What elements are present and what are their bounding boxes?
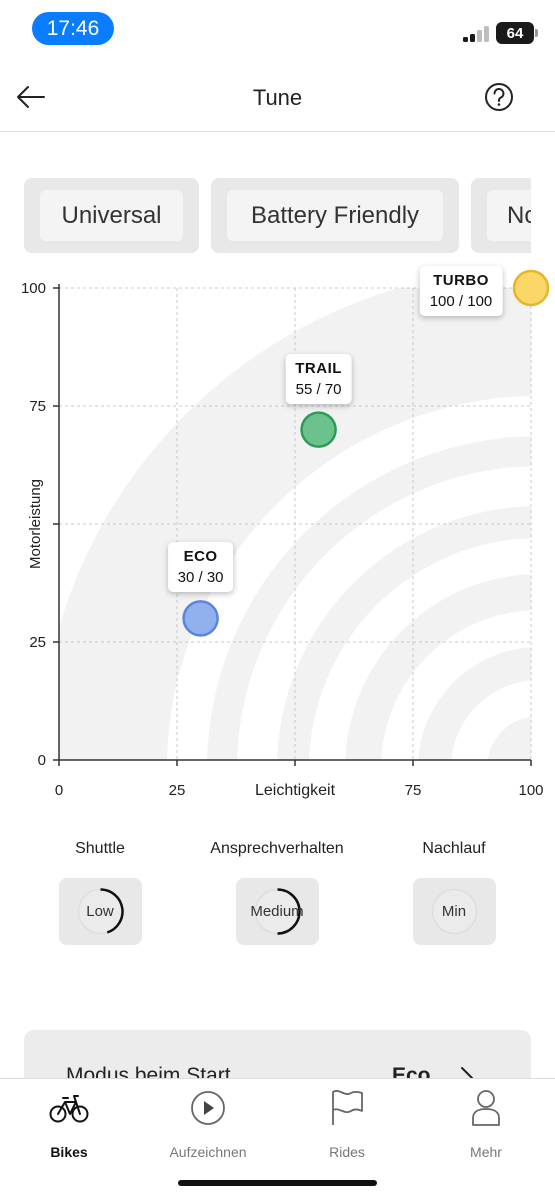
chart-canvas: 00 25 25 75 75 100 100 Leichtigkeit Motorleistun…: [21, 269, 550, 799]
battery-icon: 64: [496, 22, 534, 44]
dial-ring-icon: [77, 888, 124, 935]
dial-value: Low: [86, 903, 114, 920]
flag-icon: [332, 1090, 363, 1125]
tune-chart[interactable]: 0 0 25 25 75 75 100 100 Leichtigkeit Motorleistun…: [0, 260, 555, 810]
preset-universal[interactable]: Universal: [24, 178, 199, 253]
mode-value: 100 / 100: [429, 293, 493, 310]
tab-aufzeichnen[interactable]: Aufzeichnen: [139, 1089, 277, 1160]
tab-bar: Bikes Aufzeichnen Rides Mehr: [0, 1078, 555, 1200]
ansprechverhalten-dial-button[interactable]: Medium: [235, 878, 319, 945]
chart-band: [487, 716, 531, 760]
person-icon: [472, 1090, 500, 1126]
dial-title: Shuttle: [75, 840, 125, 857]
dial-track: [431, 888, 477, 935]
preset-battery-friendly[interactable]: Battery Friendly: [211, 178, 459, 253]
x-tick-label: 75: [405, 782, 422, 799]
mode-value: 30 / 30: [177, 569, 224, 587]
mode-label-trail: TRAIL 55 / 70: [285, 353, 352, 404]
mode-name: TURBO: [433, 272, 489, 289]
y-axis-label: Motorleistung: [27, 479, 44, 569]
chart-band: [207, 436, 531, 760]
y-tick-label: 100: [21, 280, 46, 297]
dial-ansprechverhalten: Ansprechverhalten Medium: [197, 840, 357, 945]
dial-title: Nachlauf: [422, 840, 486, 857]
mode-value: 55 / 70: [295, 380, 342, 398]
chart-band: [345, 574, 531, 760]
preset-label: No: [487, 190, 531, 241]
dial-ring-icon: [254, 888, 301, 935]
tab-rides[interactable]: Rides: [278, 1089, 416, 1160]
mode-point-eco: [182, 600, 219, 637]
play-icon: [191, 1091, 225, 1125]
help-button[interactable]: [478, 76, 520, 118]
back-button[interactable]: [10, 76, 52, 118]
dial-nachlauf: Nachlauf Min: [374, 840, 534, 945]
status-time: 17:46: [32, 12, 114, 45]
chart-band: [418, 647, 531, 760]
tab-label: Rides: [329, 1144, 365, 1160]
tab-bikes[interactable]: Bikes: [0, 1089, 138, 1160]
dial-ring-icon: [431, 888, 477, 935]
preset-no[interactable]: No: [471, 178, 531, 253]
dial-level-arc: [276, 888, 301, 935]
preset-label: Battery Friendly: [227, 190, 443, 241]
nachlauf-dial-button[interactable]: Min: [412, 878, 496, 945]
back-arrow-icon: [17, 86, 45, 108]
preset-label: Universal: [40, 190, 183, 241]
x-axis-label: Leichtigkeit: [255, 782, 336, 799]
dial-title: Ansprechverhalten: [210, 840, 344, 857]
chart-bands: [59, 288, 531, 760]
page-title: Tune: [252, 85, 303, 110]
mode-point-trail: [300, 411, 337, 448]
mode-name: TRAIL: [295, 359, 342, 377]
x-tick-label: 0: [55, 782, 63, 799]
tab-label: Aufzeichnen: [169, 1144, 247, 1160]
help-icon: [485, 83, 513, 111]
dial-level-arc: [99, 888, 124, 934]
nav-header: Tune: [0, 60, 555, 132]
tab-mehr[interactable]: Mehr: [417, 1089, 555, 1160]
dial-value: Min: [441, 903, 467, 920]
status-bar: 17:46 64: [0, 0, 555, 60]
battery-cap: [535, 29, 538, 37]
signal-icon: [463, 26, 491, 42]
tab-label: Mehr: [470, 1144, 502, 1160]
mode-label-eco: ECO 30 / 30: [167, 542, 234, 593]
home-indicator: [178, 1180, 377, 1186]
dial-value: Medium: [250, 903, 304, 920]
bike-icon: [49, 1095, 89, 1123]
y-tick-label: 0: [38, 752, 46, 769]
dial-shuttle: Shuttle Low: [20, 840, 180, 945]
mode-point-turbo: [512, 269, 550, 307]
x-tick-label: 25: [169, 782, 186, 799]
y-tick-label: 25: [29, 634, 46, 651]
chart-band: [277, 506, 531, 760]
x-tick-label: 100: [518, 782, 543, 799]
mode-name: ECO: [183, 548, 218, 566]
preset-carousel[interactable]: Universal Battery Friendly No: [24, 178, 531, 253]
y-tick-label: 75: [29, 398, 46, 415]
mode-label-turbo: TURBO 100 / 100: [419, 266, 503, 316]
dial-settings: Shuttle Low Ansprechverhalten Medium Nac…: [0, 840, 555, 960]
shuttle-dial-button[interactable]: Low: [58, 878, 142, 945]
tab-label: Bikes: [50, 1144, 88, 1160]
